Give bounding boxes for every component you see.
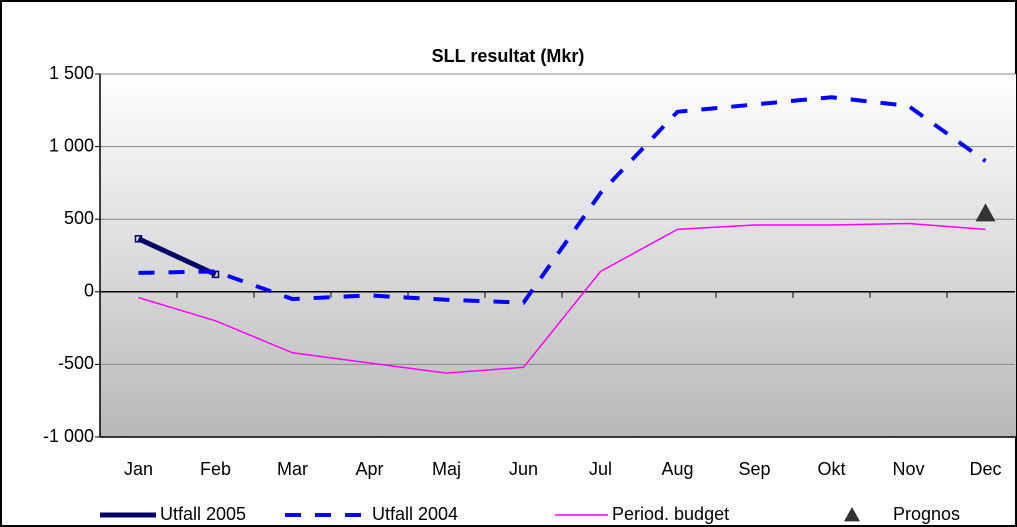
x-tick-label: Okt: [817, 459, 845, 479]
x-tick-label: Feb: [200, 459, 231, 479]
line-series: [138, 95, 987, 305]
x-tick-label: Maj: [432, 459, 461, 479]
x-tick-label: Apr: [355, 459, 383, 479]
marker: [975, 203, 996, 222]
point: [134, 235, 143, 243]
legend-label: Utfall 2005: [160, 504, 246, 524]
point: [211, 270, 220, 279]
legend-label: Utfall 2004: [372, 504, 458, 524]
line-series: [137, 236, 217, 277]
y-tick-label: 1 500: [49, 63, 94, 83]
plot-area: [100, 74, 1016, 437]
x-tick-label: Mar: [277, 459, 308, 479]
y-tick-label: 1 000: [49, 135, 94, 155]
x-tick-label: Aug: [661, 459, 693, 479]
x-tick-label: Dec: [969, 459, 1001, 479]
y-tick-label: 0: [84, 281, 94, 301]
x-tick-label: Jan: [124, 459, 153, 479]
x-tick-label: Jul: [589, 459, 612, 479]
chart-title: SLL resultat (Mkr): [432, 46, 585, 66]
legend-marker: [844, 507, 860, 522]
x-tick-label: Nov: [892, 459, 924, 479]
y-tick-label: -1 000: [43, 426, 94, 446]
y-tick-label: 500: [64, 208, 94, 228]
legend-label: Period. budget: [612, 504, 729, 524]
x-tick-label: Sep: [738, 459, 770, 479]
x-tick-label: Jun: [509, 459, 538, 479]
legend-label: Prognos: [893, 504, 960, 524]
line-series: [138, 222, 986, 374]
y-tick-label: -500: [58, 353, 94, 373]
